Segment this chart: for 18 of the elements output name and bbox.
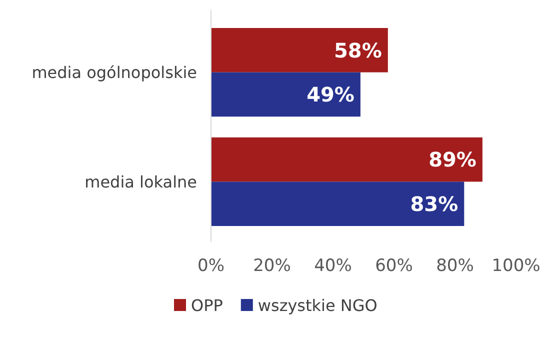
x-tick-label: 20% [253,256,291,276]
y-tick-label: media ogólnopolskie [32,63,197,82]
legend-label: OPP [191,296,224,315]
data-label: 49% [306,82,354,107]
x-tick-label: 80% [436,256,474,276]
bar [211,72,360,117]
bar [211,182,464,226]
data-label: 83% [410,192,458,216]
bar [211,137,482,182]
x-tick-label: 100% [492,256,540,276]
x-tick-label: 40% [314,256,352,276]
y-tick-label: media lokalne [84,172,197,192]
data-label: 58% [334,38,382,62]
x-tick-label: 60% [375,256,413,276]
data-label: 89% [428,148,476,172]
bar [211,28,388,72]
x-tick-label: 0% [198,256,224,276]
legend-label: wszystkie NGO [258,296,378,315]
